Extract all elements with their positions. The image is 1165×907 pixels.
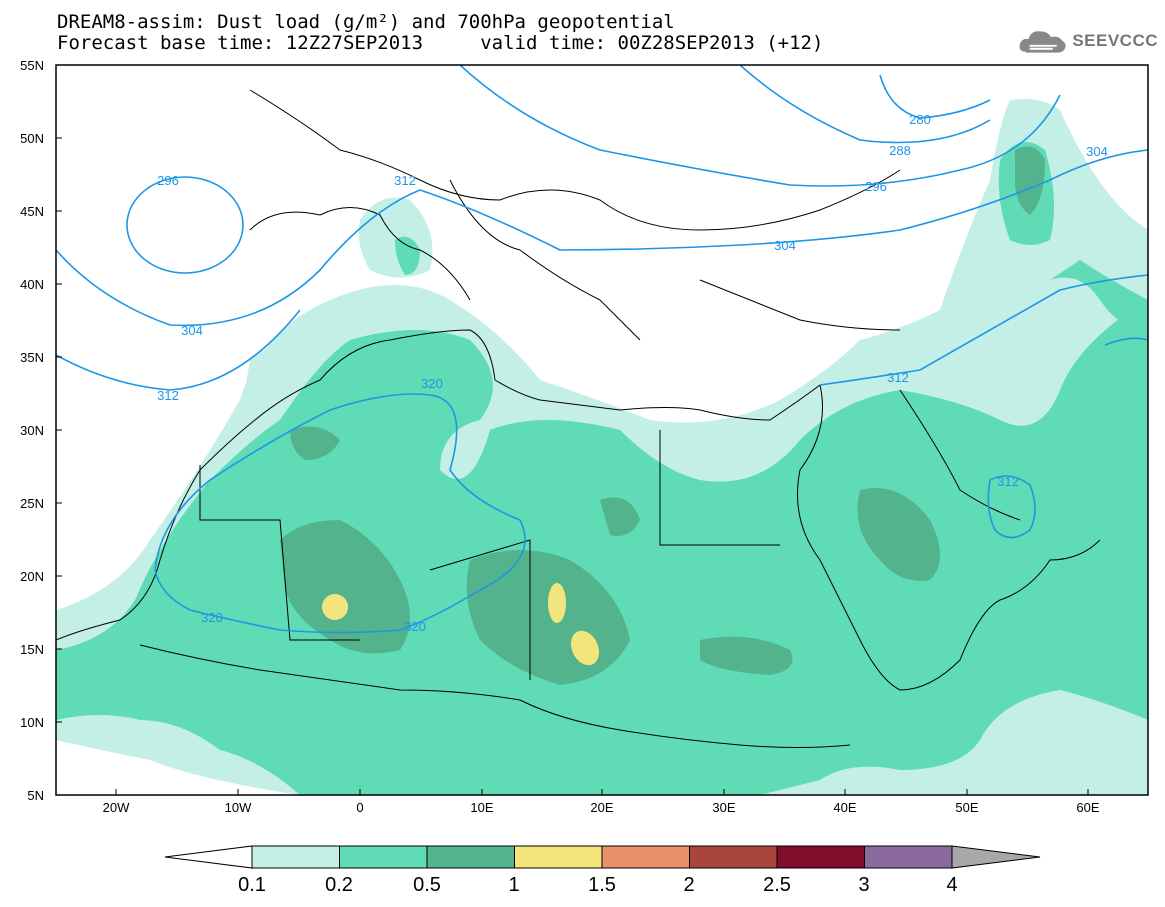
geopotential-contours	[56, 65, 1148, 634]
lat-label: 35N	[20, 350, 44, 365]
axis-ticks	[56, 64, 1089, 795]
lon-label: 10E	[470, 800, 493, 815]
lon-label: 30E	[712, 800, 735, 815]
contour-label: 304	[181, 323, 203, 338]
colorbar-label: 0.5	[413, 874, 441, 896]
dust-dark-region	[1015, 146, 1045, 215]
colorbar-box	[601, 845, 690, 869]
dust-mid-region	[395, 236, 420, 275]
dust-high-spot	[548, 583, 566, 623]
lat-label: 50N	[20, 131, 44, 146]
dust-dark-region	[857, 488, 940, 581]
dust-light-region	[245, 344, 304, 404]
colorbar-box	[251, 845, 340, 869]
colorbar-low-arrow	[164, 845, 253, 869]
colorbar-box	[864, 845, 953, 869]
lat-label: 15N	[20, 642, 44, 657]
colorbar-labels: 0.1 0.2 0.5 1 1.5 2 2.5 3 4	[238, 874, 957, 896]
lat-label: 5N	[27, 788, 44, 803]
lat-label: 45N	[20, 204, 44, 219]
lon-label: 40E	[833, 800, 856, 815]
contour-label: 304	[774, 238, 796, 253]
contour-label: 312	[157, 388, 179, 403]
contour-label: 320	[404, 619, 426, 634]
contour-label: 312	[887, 370, 909, 385]
colorbar-boxes	[251, 845, 953, 869]
colorbar-label: 4	[946, 874, 957, 896]
colorbar-box	[689, 845, 778, 869]
colorbar-high-arrow	[951, 845, 1041, 869]
colorbar-label: 0.1	[238, 874, 266, 896]
contour-label: 296	[157, 173, 179, 188]
contour-label: 304	[1086, 144, 1108, 159]
longitude-labels: 20W 10W 0 10E 20E 30E 40E 50E 60E	[103, 800, 1100, 815]
lat-label: 20N	[20, 569, 44, 584]
latitude-labels: 55N 50N 45N 40N 35N 30N 25N 20N 15N 10N …	[20, 58, 44, 803]
colorbar-box	[776, 845, 865, 869]
lon-label: 10W	[225, 800, 252, 815]
lat-label: 30N	[20, 423, 44, 438]
dust-dark-region	[700, 636, 793, 675]
dust-mid-region	[56, 300, 1148, 795]
logo-text: SEEVCCC	[1072, 31, 1158, 50]
colorbar-label: 1	[508, 874, 519, 896]
dust-mid-region	[1050, 260, 1148, 330]
contour-label: 288	[889, 143, 911, 158]
dust-field: 296 312 280 288 296 304 304 304 320 312 …	[56, 65, 1148, 795]
colorbar-box	[339, 845, 428, 869]
lat-label: 10N	[20, 715, 44, 730]
lon-label: 50E	[955, 800, 978, 815]
colorbar-label: 3	[858, 874, 869, 896]
contour-label: 296	[865, 179, 887, 194]
forecast-times: Forecast base time: 12Z27SEP2013 valid t…	[57, 32, 824, 54]
lon-label: 20W	[103, 800, 130, 815]
lat-label: 40N	[20, 277, 44, 292]
colorbar-box	[514, 845, 603, 869]
colorbar-box	[426, 845, 515, 869]
dust-dark-region	[290, 426, 340, 460]
contour-label: 280	[909, 112, 931, 127]
contour-labels: 296 312 280 288 296 304 304 304 320 312 …	[157, 112, 1108, 634]
colorbar-label: 1.5	[588, 874, 616, 896]
lat-label: 55N	[20, 58, 44, 73]
cloud-icon	[1019, 31, 1066, 53]
colorbar-label: 2	[683, 874, 694, 896]
contour-label: 312	[997, 474, 1019, 489]
map-title: DREAM8-assim: Dust load (g/m²) and 700hP…	[57, 11, 675, 33]
lon-label: 60E	[1076, 800, 1099, 815]
lon-label: 20E	[590, 800, 613, 815]
contour-label: 312	[394, 173, 416, 188]
dust-high-spot	[570, 630, 600, 666]
colorbar-label: 0.2	[325, 874, 353, 896]
dust-high-spot	[322, 594, 348, 620]
contour-label: 320	[421, 376, 443, 391]
lat-label: 25N	[20, 496, 44, 511]
dust-dark-region	[280, 520, 410, 654]
colorbar: 0.1 0.2 0.5 1 1.5 2 2.5 3 4	[164, 845, 1041, 896]
country-borders	[56, 89, 1101, 748]
contour-label: 320	[201, 610, 223, 625]
lon-label: 0	[356, 800, 363, 815]
dust-dark-region	[600, 497, 640, 536]
seevccc-logo: SEEVCCC	[1018, 26, 1158, 56]
colorbar-label: 2.5	[763, 874, 791, 896]
